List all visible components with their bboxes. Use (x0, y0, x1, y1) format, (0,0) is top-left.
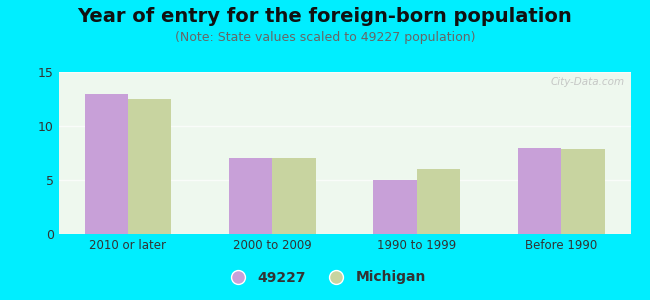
Bar (84, 94, 128, 234)
Bar (561, 149, 605, 234)
Legend: 49227, Michigan: 49227, Michigan (218, 265, 432, 290)
Text: (Note: State values scaled to 49227 population): (Note: State values scaled to 49227 popu… (175, 32, 475, 44)
Text: Year of entry for the foreign-born population: Year of entry for the foreign-born popul… (77, 8, 573, 26)
Bar (128, 99, 171, 234)
Bar (373, 180, 417, 234)
Bar (229, 158, 272, 234)
Bar (417, 169, 460, 234)
Bar (518, 148, 561, 234)
Text: City-Data.com: City-Data.com (551, 77, 625, 87)
Bar (272, 158, 316, 234)
